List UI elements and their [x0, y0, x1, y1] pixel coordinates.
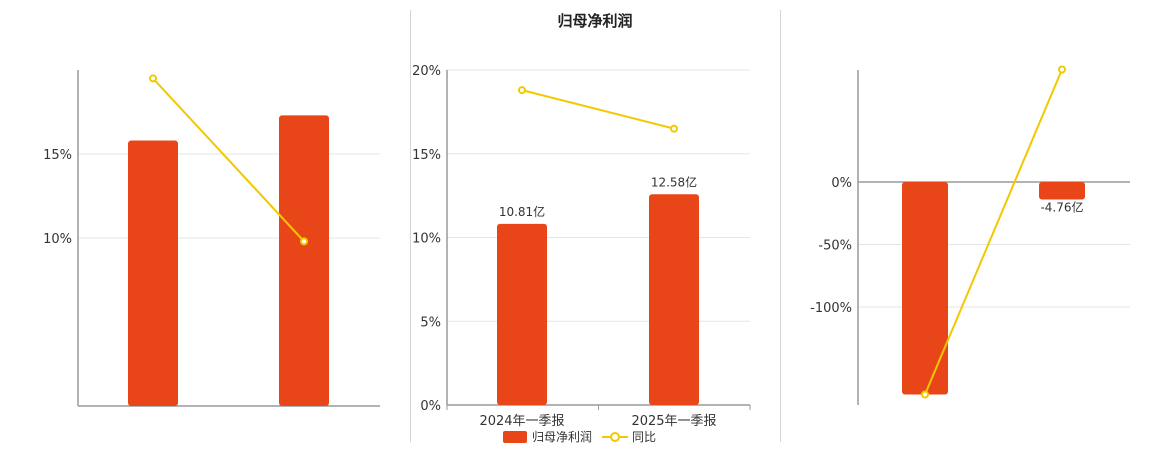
chart-right-bar	[902, 182, 948, 395]
legend-line-label: 同比	[632, 430, 657, 444]
chart-right-y-tick-label: -50%	[818, 239, 852, 254]
chart-right-line-series	[924, 69, 1063, 395]
chart-center-bar	[649, 194, 699, 405]
chart-right-line-point	[921, 390, 929, 399]
chart-center-line-series	[521, 89, 675, 130]
chart-left-line-series	[152, 77, 305, 243]
chart-right-bar-data-label: -4.76亿	[1040, 200, 1083, 215]
legend-bar-label: 归母净利润	[532, 430, 593, 444]
chart-center-y-tick-label: 15%	[412, 148, 441, 163]
chart-right-bar	[1039, 182, 1085, 200]
legend-bar-swatch	[503, 430, 527, 443]
chart-left-bar	[128, 140, 178, 406]
chart-center-y-tick-label: 10%	[412, 232, 441, 247]
chart-legend: 归母净利润 同比	[503, 428, 666, 445]
chart-center-bar	[497, 223, 547, 405]
chart-center-x-tick-label: 2024年一季报	[479, 414, 564, 429]
chart-right-y-tick-label: -100%	[810, 301, 852, 316]
chart-center-line-point	[670, 124, 678, 133]
legend-item-bar[interactable]: 归母净利润	[503, 428, 592, 445]
chart-left-y-tick-label: 10%	[43, 232, 72, 247]
chart-right-y-tick-label: 0%	[831, 176, 852, 191]
chart-title: 归母净利润	[557, 12, 633, 30]
chart-center-y-tick-label: 5%	[420, 315, 441, 330]
divider-left	[410, 10, 411, 442]
legend-line-icon	[602, 431, 629, 442]
chart-left-bar	[279, 115, 329, 407]
chart-right-line-point	[1058, 65, 1066, 74]
chart-center-bar-data-label: 10.81亿	[499, 204, 545, 219]
legend-item-line[interactable]: 同比	[602, 428, 656, 445]
chart-left-y-tick-label: 15%	[43, 148, 72, 163]
chart-center-bar-data-label: 12.58亿	[651, 174, 697, 189]
chart-center-line-point	[518, 86, 526, 95]
chart-center-y-tick-label: 20%	[412, 64, 441, 79]
chart-center-y-tick-label: 0%	[420, 399, 441, 414]
chart-center-x-tick-label: 2025年一季报	[631, 414, 716, 429]
chart-left-line-point	[300, 237, 308, 246]
divider-right	[780, 10, 781, 442]
chart-left-line-point	[149, 74, 157, 83]
